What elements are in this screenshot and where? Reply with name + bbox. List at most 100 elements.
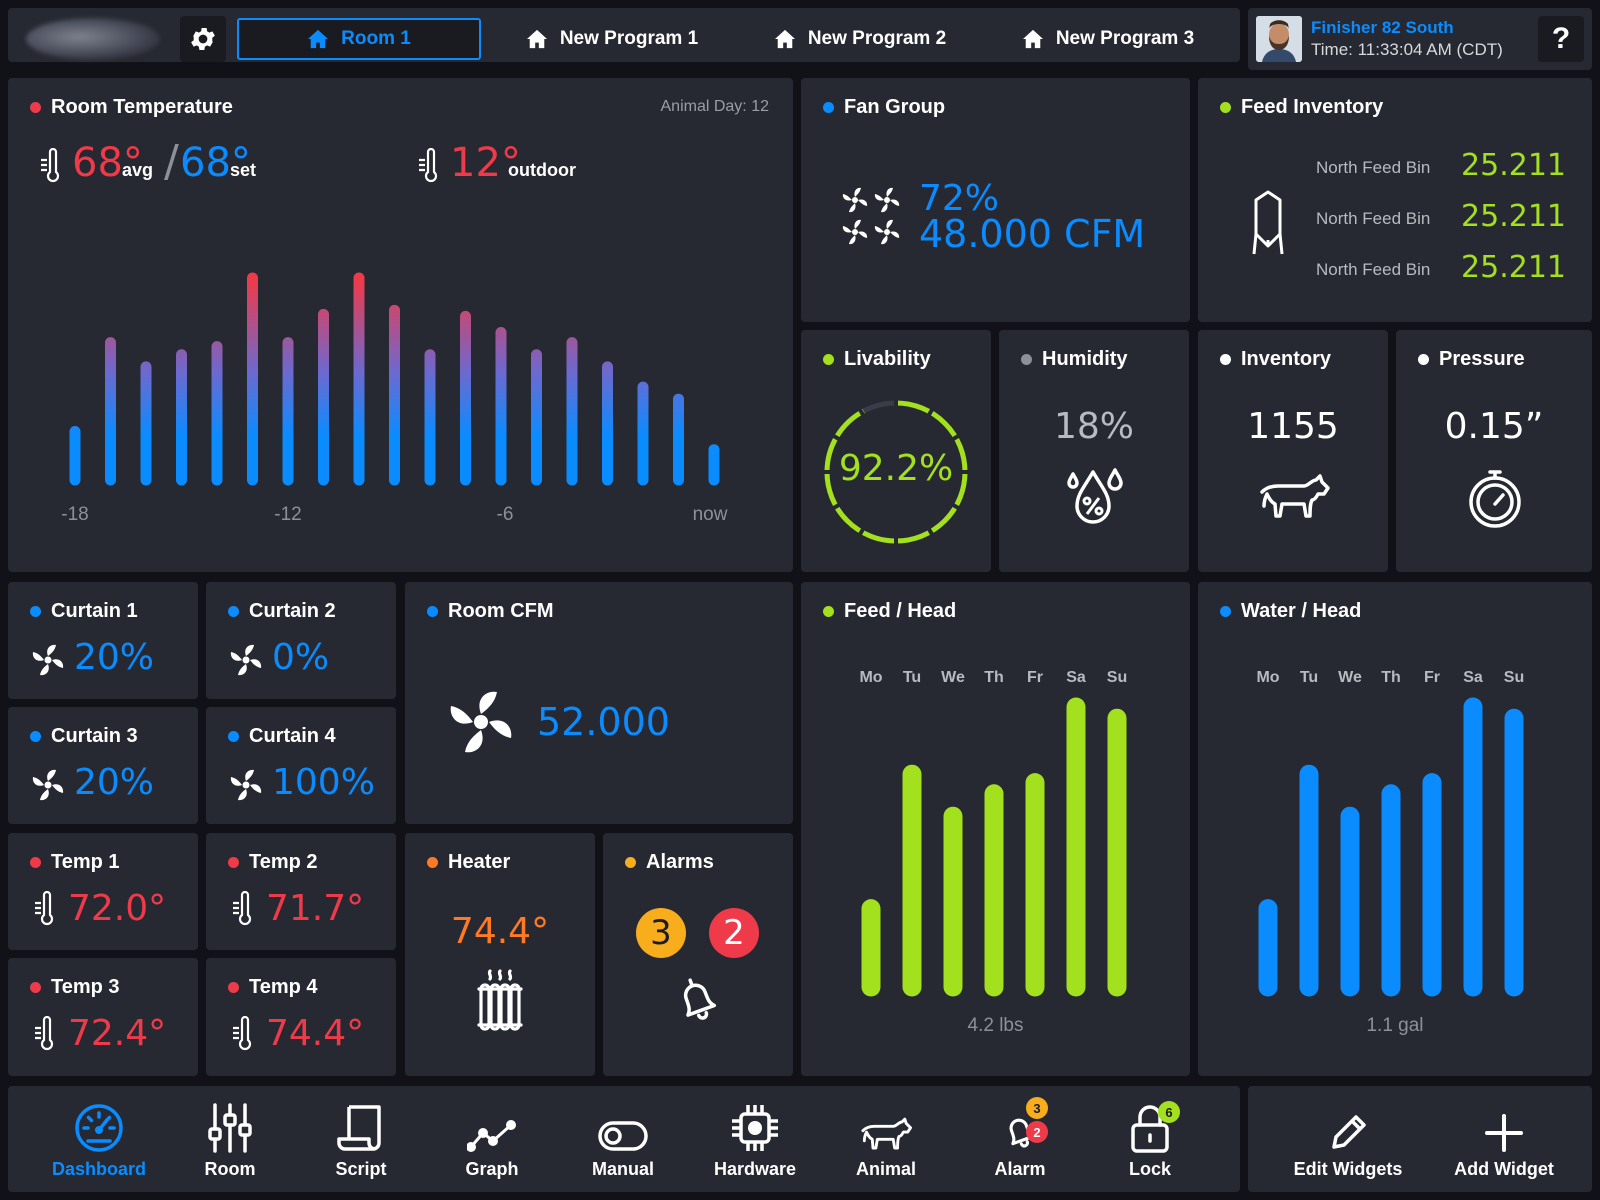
add-widget-button[interactable]: Add Widget [1434,1095,1574,1185]
widget-title: Feed / Head [823,600,956,623]
nav-label: Script [335,1159,387,1179]
outdoor-temp-value: 12° [450,140,521,186]
curtain-3-widget[interactable]: Curtain 3 20% [8,707,198,824]
feed-per-head-chart: Mo Tu We Th Fr Sa Su [859,669,1127,997]
widget-title-text: Inventory [1241,348,1332,370]
thermometer-icon [233,891,252,926]
nav-animal[interactable]: Animal [831,1095,941,1185]
curtain-2-widget[interactable]: Curtain 2 0% [206,582,396,699]
temp-4-widget[interactable]: Temp 4 74.4° [206,958,396,1076]
widget-title-text: Room Temperature [51,96,233,118]
heater-radiator-icon [477,969,523,1031]
warning-count-badge[interactable]: 3 [636,908,686,958]
tab-new-program-3[interactable]: New Program 3 [994,18,1222,60]
temp-2-widget[interactable]: Temp 2 71.7° [206,833,396,950]
critical-count-badge[interactable]: 2 [709,908,759,958]
widget-title: Livability [823,348,931,371]
ring-gap [857,526,866,538]
avg-temp-value: 68° [72,140,143,186]
home-icon [1022,29,1043,49]
user-avatar-icon [1256,16,1302,62]
status-dot [823,354,834,365]
humidity-widget[interactable]: Humidity 18% [999,330,1189,572]
home-icon [308,29,329,49]
room-temperature-widget[interactable]: Room Temperature Animal Day: 12 68° avg … [8,78,793,572]
status-dot [1418,354,1429,365]
chip-icon [732,1105,778,1151]
nav-graph[interactable]: Graph [437,1095,547,1185]
widget-title-text: Curtain 4 [249,725,336,747]
widget-title: Curtain 2 [228,600,336,623]
fan-cfm: 48.000 CFM [919,212,1146,256]
temp-separator: / [164,136,179,187]
ring-gap [857,406,866,418]
feed-bin-label: North Feed Bin [1316,260,1431,279]
water-per-head-widget[interactable]: Water / Head Mo Tu We Th Fr Sa Su 1.1 gal [1198,582,1592,1076]
widget-title: Temp 1 [30,851,120,874]
pressure-value: 0.15” [1444,406,1544,447]
temp-1-widget[interactable]: Temp 1 72.0° [8,833,198,950]
widget-title-text: Temp 3 [51,976,120,998]
temp-3-widget[interactable]: Temp 3 72.4° [8,958,198,1076]
water-chart-unit: 1.1 gal [1366,1015,1424,1036]
thermometer-icon [35,891,54,926]
thermometer-icon [35,1016,54,1051]
feed-per-head-widget[interactable]: Feed / Head Mo Tu We Th Fr Sa Su 4.2 lbs [801,582,1190,1076]
inventory-widget[interactable]: Inventory 1155 [1198,330,1388,572]
nav-script[interactable]: Script [306,1095,416,1185]
feed-bin-value: 25.211 [1461,148,1566,183]
nav-dashboard[interactable]: Dashboard [44,1095,154,1185]
widget-title: Fan Group [823,96,945,119]
temp-value: 72.0° [68,888,167,929]
alarms-widget[interactable]: Alarms 3 2 [603,833,793,1076]
sliders-icon [208,1103,252,1153]
nav-room[interactable]: Room [175,1095,285,1185]
nav-hardware[interactable]: Hardware [700,1095,810,1185]
curtain-4-widget[interactable]: Curtain 4 100% [206,707,396,824]
widget-title: Feed Inventory [1220,96,1383,119]
room-cfm-widget[interactable]: Room CFM 52.000 [405,582,793,824]
widget-title-text: Temp 4 [249,976,318,998]
graph-icon [467,1120,516,1152]
ring-gap [950,502,962,511]
livability-widget[interactable]: Livability 92.2% [801,330,991,572]
widget-title-text: Heater [448,851,511,873]
nav-manual[interactable]: Manual [568,1095,678,1185]
humidity-value: 18% [1053,406,1134,447]
tab-label: Room 1 [341,28,411,49]
curtain-1-widget[interactable]: Curtain 1 20% [8,582,198,699]
tab-new-program-2[interactable]: New Program 2 [746,18,974,60]
nav-label: Animal [855,1159,916,1179]
toggle-icon [598,1121,648,1151]
pressure-widget[interactable]: Pressure 0.15” [1396,330,1592,572]
feed-inventory-widget[interactable]: Feed Inventory North Feed Bin 25.211 Nor… [1198,78,1592,322]
avatar[interactable] [1256,16,1302,62]
status-dot [625,857,636,868]
tab-new-program-1[interactable]: New Program 1 [498,18,726,60]
status-dot [228,731,239,742]
widget-title-text: Curtain 1 [51,600,138,622]
edit-widgets-button[interactable]: Edit Widgets [1278,1095,1418,1185]
nav-label: Edit Widgets [1293,1159,1403,1179]
curtain-value: 20% [74,637,155,678]
nav-label: Graph [465,1159,519,1179]
settings-button[interactable] [180,16,226,62]
status-dot [427,606,438,617]
widget-title-text: Humidity [1042,348,1128,370]
nav-alarm[interactable]: 3 2 Alarm [965,1095,1075,1185]
widget-title: Curtain 3 [30,725,138,748]
widget-title: Curtain 4 [228,725,336,748]
fan-group-widget[interactable]: Fan Group 72% 48.000 CFM [801,78,1190,322]
tab-room-1[interactable]: Room 1 [237,18,481,60]
nav-label: Alarm [994,1159,1046,1179]
x-tick-label: -18 [61,504,88,525]
help-button[interactable]: ? [1538,16,1584,62]
widget-title: Heater [427,851,510,874]
day-label: Mo [1256,669,1279,686]
day-label: Th [1381,669,1401,686]
status-dot [30,857,41,868]
heater-widget[interactable]: Heater 74.4° [405,833,595,1076]
nav-lock[interactable]: 6 Lock [1095,1095,1205,1185]
fan-icon [450,691,512,753]
ring-gap [926,406,935,418]
